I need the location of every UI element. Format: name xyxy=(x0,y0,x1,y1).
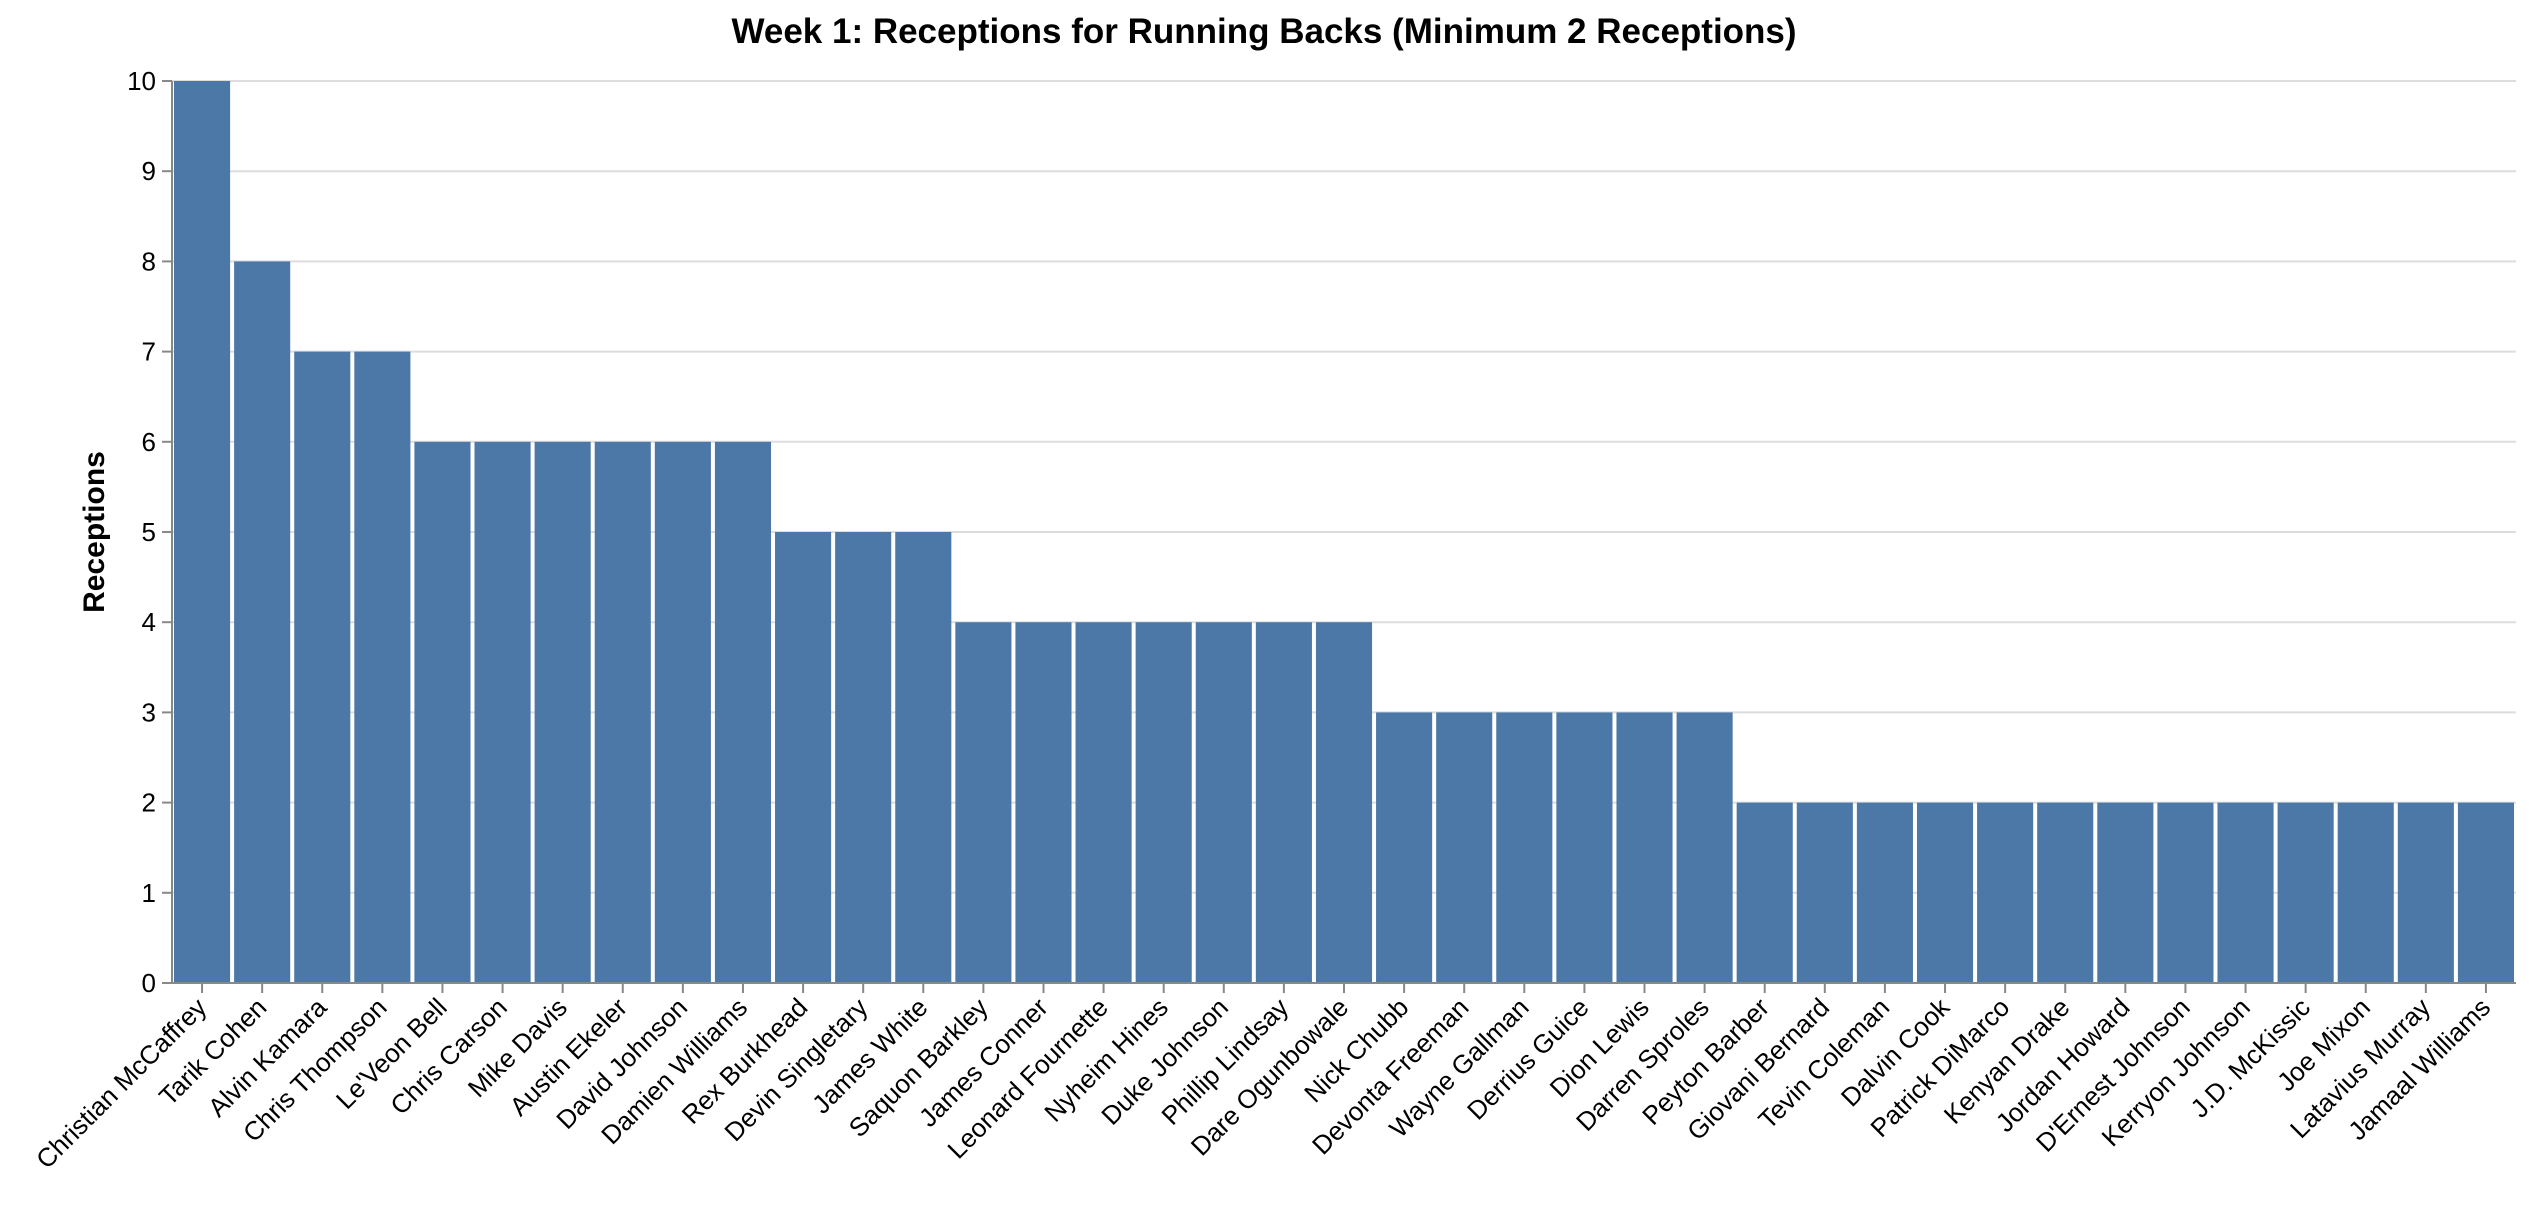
bar xyxy=(2157,802,2214,983)
bar xyxy=(234,261,291,983)
bar xyxy=(474,441,531,983)
bar xyxy=(1736,802,1793,983)
bar xyxy=(2457,802,2514,983)
bar xyxy=(775,532,832,983)
bar xyxy=(2337,802,2394,983)
y-axis-ticks: 0 1 2 3 4 5 6 7 8 9 10 xyxy=(127,66,172,998)
bar xyxy=(1796,802,1853,983)
bar xyxy=(1315,622,1373,983)
y-tick-label: 6 xyxy=(142,427,156,457)
y-tick-label: 2 xyxy=(142,788,156,818)
bar xyxy=(835,532,892,983)
bar xyxy=(1977,802,2034,983)
bar xyxy=(354,351,411,984)
bar xyxy=(1556,712,1613,983)
y-tick-label: 3 xyxy=(142,697,156,727)
bar xyxy=(414,441,471,983)
bar xyxy=(1616,712,1673,983)
bar xyxy=(2277,802,2334,983)
y-tick-label: 8 xyxy=(142,246,156,276)
bar xyxy=(1255,622,1312,983)
bar xyxy=(594,441,651,983)
bar xyxy=(2037,802,2094,983)
bar xyxy=(1916,802,1974,983)
bars xyxy=(174,81,2514,984)
y-tick-label: 0 xyxy=(142,968,156,998)
bar xyxy=(714,441,772,983)
bar xyxy=(294,351,351,984)
bar xyxy=(1436,712,1493,983)
bar xyxy=(2397,802,2454,983)
y-tick-label: 1 xyxy=(142,878,156,908)
bar xyxy=(534,441,591,983)
bar xyxy=(955,622,1012,983)
bar xyxy=(1376,712,1433,983)
bar xyxy=(1856,802,1913,983)
bar xyxy=(1676,712,1733,983)
bar xyxy=(654,441,711,983)
bar xyxy=(1496,712,1553,983)
bar xyxy=(1015,622,1072,983)
bar xyxy=(174,81,231,983)
chart-title: Week 1: Receptions for Running Backs (Mi… xyxy=(731,12,1796,51)
y-tick-label: 9 xyxy=(142,156,156,186)
y-tick-label: 7 xyxy=(142,337,156,367)
y-axis-label: Receptions xyxy=(78,451,111,613)
y-tick-label: 10 xyxy=(127,66,156,96)
bar xyxy=(2097,802,2154,983)
y-tick-label: 5 xyxy=(142,517,156,547)
bar xyxy=(895,532,952,983)
bar xyxy=(1075,622,1132,983)
bar xyxy=(2217,802,2274,983)
bar xyxy=(1135,622,1192,983)
y-tick-label: 4 xyxy=(142,607,156,637)
bar xyxy=(1195,622,1252,983)
